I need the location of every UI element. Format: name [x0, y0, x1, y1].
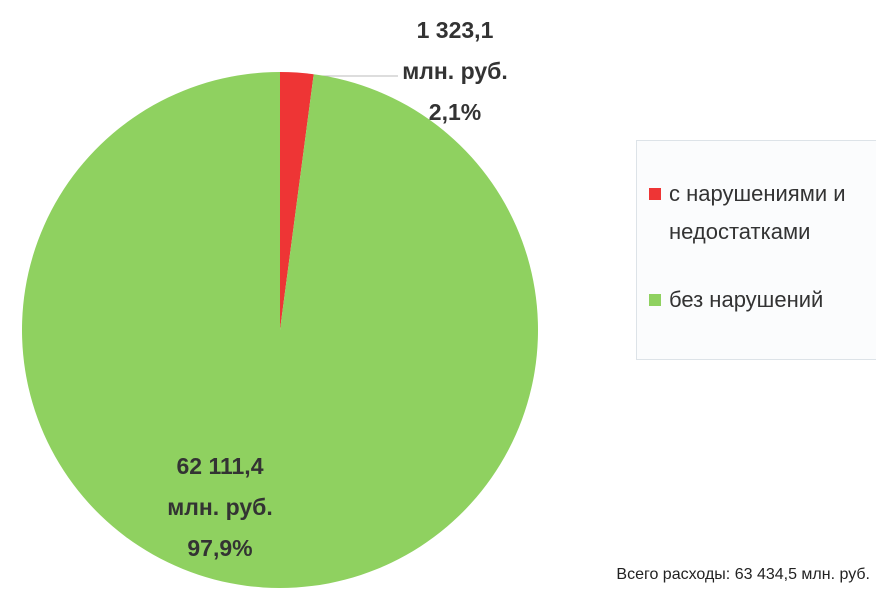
legend-item: с нарушениями и недостатками [649, 175, 876, 251]
legend: с нарушениями и недостатками без нарушени… [636, 140, 876, 360]
legend-label: без нарушений [669, 287, 824, 312]
legend-swatch [649, 188, 661, 200]
pie-slice [21, 72, 538, 588]
note: Всего расходы: 63 434,5 млн. руб. [616, 566, 870, 583]
pie-slice [280, 72, 314, 330]
data-label: млн. руб. [402, 58, 507, 84]
legend-item: без нарушений [649, 281, 876, 319]
data-label: 1 323,1 [417, 17, 494, 43]
data-label: 97,9% [187, 535, 252, 561]
data-label: 62 111,4 [177, 453, 264, 479]
legend-label: с нарушениями и недостатками [669, 181, 846, 244]
legend-swatch [649, 294, 661, 306]
data-label: 2,1% [429, 99, 481, 125]
data-label: млн. руб. [167, 494, 272, 520]
